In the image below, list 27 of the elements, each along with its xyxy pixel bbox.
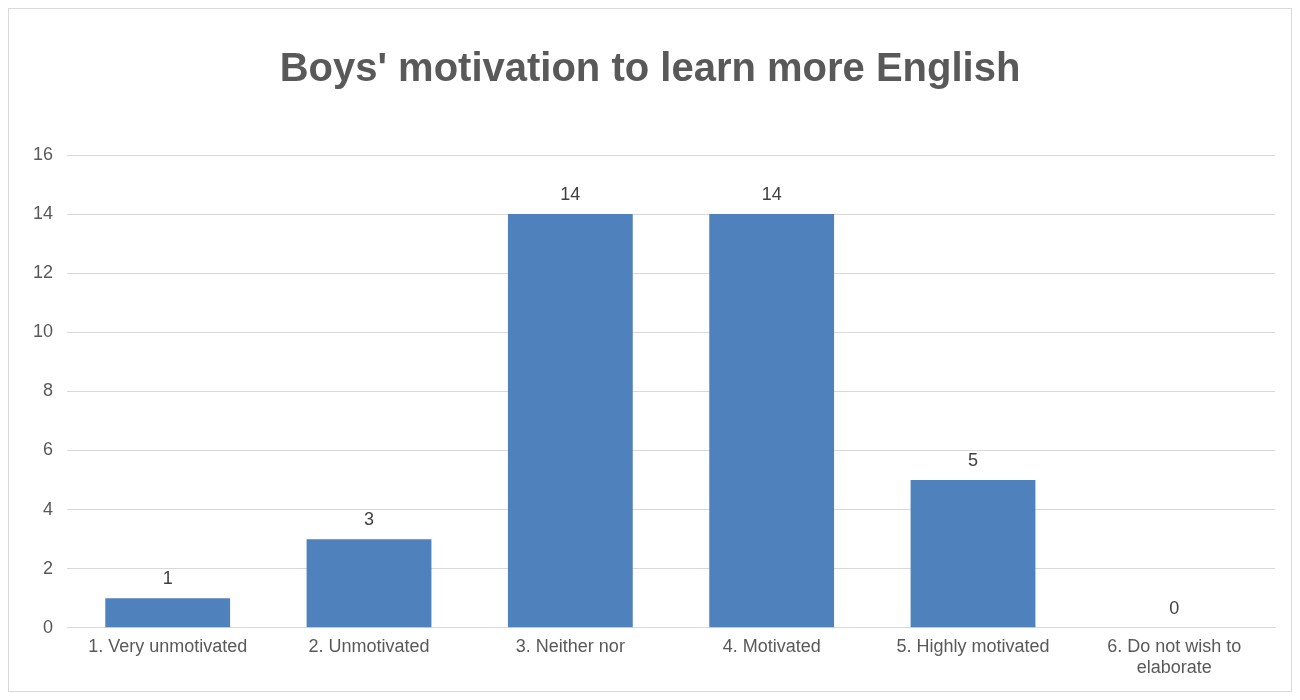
y-tick-label: 2 [43,557,54,578]
bar [709,214,835,628]
data-label: 14 [761,184,782,205]
y-tick-label: 10 [32,321,54,342]
data-label: 5 [968,450,979,471]
y-tick-label: 8 [43,380,54,401]
data-label: 1 [162,568,173,589]
x-tick-label: 4. Motivated [722,635,821,656]
data-label: 0 [1169,597,1180,618]
x-tick-label: 2. Unmotivated [308,635,430,656]
x-tick-label: 3. Neither nor [515,635,625,656]
x-tick-label: 1. Very unmotivated [88,635,248,656]
bar [507,214,633,628]
y-tick-label: 12 [32,262,54,283]
data-label: 14 [560,184,581,205]
y-tick-label: 16 [32,143,54,164]
chart-title: Boys' motivation to learn more English [278,45,1022,91]
bar [910,480,1036,628]
y-tick-label: 4 [43,498,54,519]
y-tick-label: 6 [43,439,54,460]
x-tick-label: 5. Highly motivated [896,635,1050,656]
x-tick-label: 6. Do not wish to elaborate [1107,635,1242,678]
bar [105,598,231,628]
y-tick-label: 0 [43,616,54,637]
bar [306,539,432,628]
y-tick-label: 14 [32,203,54,224]
data-label: 3 [364,509,375,530]
